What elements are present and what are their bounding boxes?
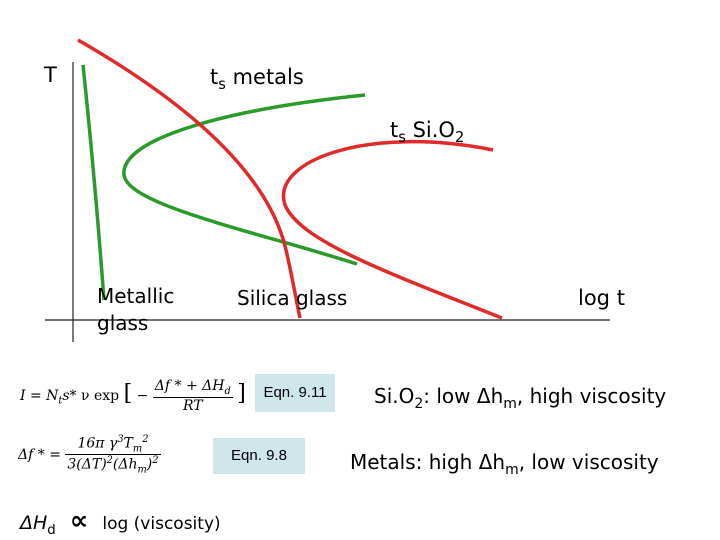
equation-98: Δf * = 16π γ3Tm2 3(ΔT)2(Δhm)2 (18, 434, 161, 476)
eqn-911-box: Eqn. 9.11 (255, 374, 335, 412)
green-curve-left (81, 64, 106, 301)
equation-911: I = Nts* ν exp [ − Δf * + ΔHd RT ] (20, 378, 246, 414)
metals-viscosity-note: Metals: high Δhm, low viscosity (350, 450, 659, 478)
metallic-glass-label: Metallic glass (97, 284, 175, 335)
hd-proportional-relation: ΔHd ∝ log (viscosity) (20, 506, 221, 538)
ts-metals-label: ts metals (210, 65, 304, 94)
x-axis-label: log t (578, 286, 625, 310)
red-curve-ts-sio2 (281, 139, 503, 320)
eqn-98-box: Eqn. 9.8 (213, 438, 305, 474)
red-curve-ts-metals (77, 38, 302, 319)
silica-glass-label: Silica glass (237, 286, 348, 310)
ts-sio2-label: ts Si.O2 (390, 118, 465, 147)
y-axis-label: T (44, 63, 57, 87)
green-curve-nose (122, 93, 366, 266)
sio2-viscosity-note: Si.O2: low Δhm, high viscosity (374, 384, 667, 412)
proportional-symbol: ∝ (69, 506, 89, 536)
